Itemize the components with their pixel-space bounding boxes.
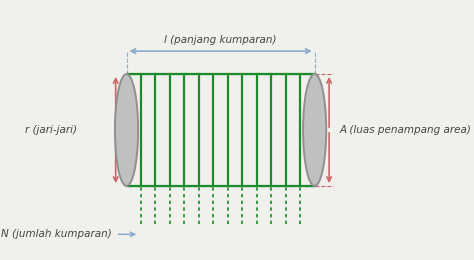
- Text: A (luas penampang area): A (luas penampang area): [340, 125, 472, 135]
- Ellipse shape: [303, 74, 326, 186]
- Ellipse shape: [115, 74, 138, 186]
- Text: l (panjang kumparan): l (panjang kumparan): [164, 35, 277, 45]
- Bar: [127, 74, 315, 186]
- Text: N (jumlah kumparan): N (jumlah kumparan): [1, 229, 112, 239]
- Text: r (jari-jari): r (jari-jari): [25, 125, 77, 135]
